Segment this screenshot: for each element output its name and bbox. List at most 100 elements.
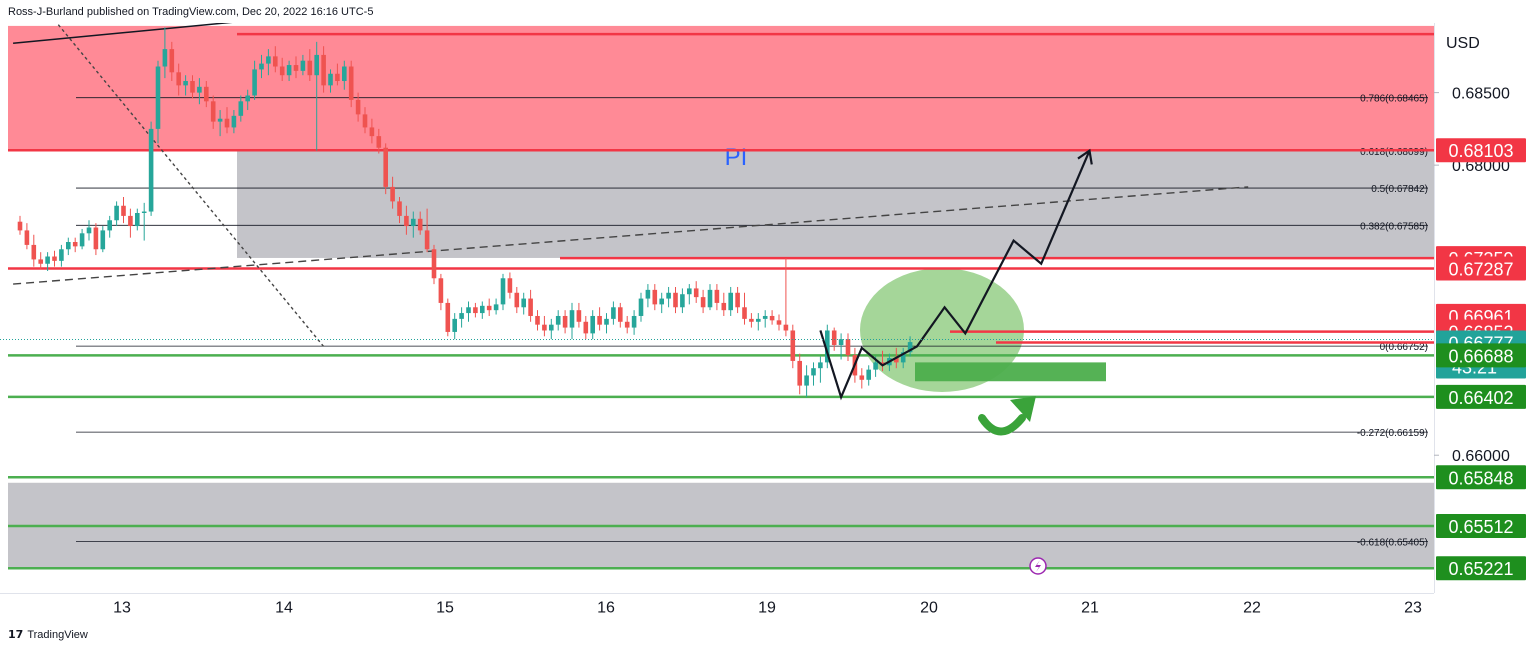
candle-body	[128, 215, 133, 227]
projection-arrowhead-icon	[1077, 148, 1093, 165]
fib-label: 0(0.66752)	[1380, 342, 1428, 353]
candle-body	[355, 99, 361, 115]
price-axis[interactable]: USD 0.68500 0.68000 0.66000	[1434, 35, 1510, 465]
candle-body	[604, 318, 609, 325]
candle-body	[831, 330, 837, 345]
curved-arrowhead-icon	[1010, 396, 1036, 422]
candle-body	[873, 362, 878, 370]
candle-body	[452, 318, 457, 332]
candle-body	[900, 352, 906, 363]
candle-body	[210, 101, 216, 122]
candle-body	[818, 362, 823, 369]
price-tag	[1436, 556, 1526, 581]
candle-body	[769, 315, 775, 321]
candle-body	[894, 358, 899, 363]
plot-area[interactable]: PI 0.786(0.68465) 0.618(0.68099) 0.5(0.678…	[0, 13, 1434, 575]
candle-body	[259, 63, 264, 70]
price-chart[interactable]: PI 0.786(0.68465) 0.618(0.68099) 0.5(0.678…	[0, 0, 1536, 620]
time-axis[interactable]: 13 14 15 16 19 20 21 22 23	[113, 599, 1422, 616]
horizontal-lines-layer	[8, 32, 1434, 570]
zone-label: PI	[725, 144, 748, 171]
candle-body	[286, 65, 292, 76]
candle-body	[38, 259, 43, 264]
candle-body	[93, 227, 99, 250]
candle-body	[397, 201, 402, 216]
candle-body	[590, 315, 595, 334]
candle-body	[135, 213, 140, 227]
candle-body	[107, 220, 112, 231]
overlay-layer	[0, 148, 1434, 575]
candle-body	[245, 95, 250, 102]
candle-body	[266, 56, 271, 64]
candle-body	[72, 242, 78, 247]
candle-body	[652, 289, 658, 305]
candle-body	[783, 324, 789, 331]
candle-body	[66, 242, 71, 250]
price-tick-label: 0.66000	[1452, 448, 1510, 465]
candle-body	[762, 315, 768, 319]
candle-body	[480, 305, 485, 314]
candle-body	[756, 318, 761, 322]
candle-body	[535, 315, 540, 325]
price-tag-label: 0.66402	[1448, 388, 1513, 408]
candle-body	[542, 324, 547, 331]
candle-body	[611, 307, 616, 319]
candle-body	[59, 249, 64, 261]
candle-body	[197, 86, 202, 93]
candle-body	[300, 60, 306, 71]
candle-body	[335, 73, 340, 82]
candle-body	[597, 315, 602, 325]
candle-body	[86, 227, 92, 234]
candle-body	[52, 256, 57, 261]
time-tick-label: 15	[436, 599, 454, 616]
candle-body	[362, 114, 368, 128]
zone-gray-pi	[237, 150, 1434, 258]
candle-body	[162, 49, 168, 67]
brand-text: TradingView	[27, 628, 88, 641]
fib-label: 0.786(0.68465)	[1360, 94, 1428, 105]
candle-body	[473, 307, 478, 314]
footer-brand[interactable]: 17 TradingView	[8, 628, 88, 641]
candle-body	[825, 330, 830, 363]
candle-body	[507, 278, 513, 293]
candle-body	[624, 321, 630, 328]
candle-body	[804, 375, 809, 386]
zones-layer: PI	[8, 25, 1434, 569]
candle-body	[217, 118, 223, 122]
candle-body	[618, 307, 623, 322]
zone-red-supply	[8, 25, 1434, 151]
price-tick-label: 0.68000	[1452, 158, 1510, 175]
candle-body	[17, 221, 23, 231]
candle-body	[659, 298, 664, 305]
candle-body	[231, 115, 237, 128]
candle-body	[576, 310, 582, 322]
price-tick-label: 0.68500	[1452, 86, 1510, 103]
fib-label: 0.618(0.68099)	[1360, 147, 1428, 158]
candle-body	[907, 342, 913, 353]
price-tag	[1436, 465, 1526, 490]
candle-body	[321, 54, 326, 86]
candle-body	[24, 230, 30, 245]
candle-body	[500, 278, 506, 305]
trendline-dashed	[13, 186, 1249, 285]
price-tag-label: 0.66688	[1448, 346, 1513, 366]
candle-body	[224, 118, 230, 128]
currency-label: USD	[1446, 35, 1480, 52]
time-tick-label: 22	[1243, 599, 1261, 616]
candle-body	[404, 215, 409, 227]
candle-body	[562, 315, 568, 328]
candle-body	[31, 244, 37, 260]
candle-body	[155, 66, 161, 129]
price-tag-label: 0.68103	[1448, 141, 1513, 161]
candle-body	[183, 81, 188, 86]
candle-body	[114, 205, 119, 221]
candle-body	[549, 324, 554, 331]
candle-body	[369, 127, 375, 137]
candle-body	[811, 368, 816, 376]
time-tick-label: 14	[275, 599, 293, 616]
candle-body	[666, 292, 671, 299]
candle-body	[459, 313, 464, 319]
candle-body	[328, 73, 333, 86]
candle-body	[776, 320, 782, 325]
candle-body	[569, 310, 575, 328]
